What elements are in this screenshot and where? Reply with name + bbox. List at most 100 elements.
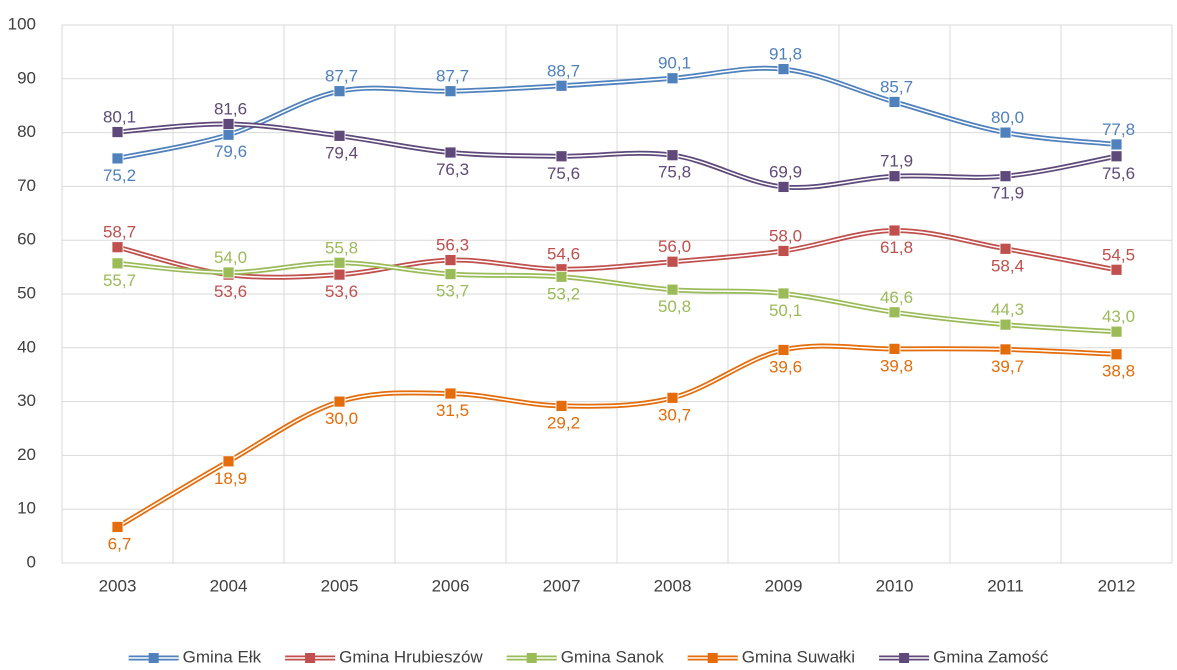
data-label: 61,8 — [880, 238, 913, 257]
marker — [333, 395, 346, 408]
data-label: 30,7 — [658, 405, 691, 424]
marker — [777, 181, 790, 193]
data-label: 80,0 — [991, 108, 1024, 127]
marker — [999, 170, 1012, 183]
marker — [1110, 348, 1123, 361]
marker — [444, 387, 457, 400]
data-label: 46,6 — [880, 288, 913, 307]
marker — [333, 129, 346, 142]
marker — [333, 268, 346, 281]
marker — [111, 152, 124, 165]
data-label: 87,7 — [325, 67, 358, 86]
marker — [666, 283, 679, 296]
marker — [1110, 150, 1123, 163]
marker — [222, 118, 235, 130]
data-label: 58,7 — [103, 223, 136, 242]
marker — [444, 85, 457, 98]
data-label: 58,4 — [991, 256, 1024, 275]
data-label: 87,7 — [436, 67, 469, 86]
marker — [888, 224, 901, 237]
y-tick-label: 70 — [17, 176, 36, 195]
data-label: 53,7 — [436, 282, 469, 301]
x-tick-label: 2004 — [210, 576, 248, 595]
data-label: 6,7 — [108, 534, 132, 553]
series-line-inner — [117, 262, 1117, 333]
marker — [1110, 263, 1123, 276]
marker — [333, 85, 346, 98]
legend-marker — [899, 653, 910, 663]
y-tick-label: 100 — [8, 14, 36, 33]
marker — [666, 149, 679, 162]
y-tick-label: 80 — [17, 122, 36, 141]
data-label: 39,6 — [769, 357, 802, 376]
legend-item: Gmina Hrubieszów — [285, 647, 483, 666]
x-tick-label: 2003 — [99, 576, 137, 595]
data-label: 85,7 — [880, 77, 913, 96]
data-label: 75,6 — [1102, 164, 1135, 183]
data-label: 29,2 — [547, 413, 580, 432]
marker — [666, 391, 679, 404]
data-label: 75,2 — [103, 166, 136, 185]
data-label: 75,6 — [547, 164, 580, 183]
legend-label: Gmina Ełk — [183, 647, 262, 666]
data-label: 44,3 — [991, 300, 1024, 319]
legend-label: Gmina Suwałki — [742, 647, 855, 666]
marker — [888, 342, 901, 355]
marker — [111, 241, 124, 254]
data-label: 80,1 — [103, 108, 136, 127]
data-label: 54,6 — [547, 245, 580, 264]
series-line-inner — [117, 229, 1117, 279]
data-label: 50,1 — [769, 301, 802, 320]
marker — [555, 150, 568, 163]
data-label: 53,6 — [214, 282, 247, 301]
marker — [999, 318, 1012, 331]
y-tick-label: 50 — [17, 283, 36, 302]
marker — [666, 72, 679, 85]
x-tick-label: 2006 — [432, 576, 470, 595]
marker — [444, 254, 457, 267]
data-label: 75,8 — [658, 163, 691, 182]
x-tick-label: 2010 — [876, 576, 914, 595]
data-label: 88,7 — [547, 61, 580, 80]
data-label: 55,7 — [103, 271, 136, 290]
y-tick-label: 20 — [17, 445, 36, 464]
data-label: 54,0 — [214, 248, 247, 267]
marker — [111, 257, 124, 270]
legend-item: Gmina Suwałki — [687, 647, 855, 666]
legend-marker — [707, 653, 718, 663]
legend-label: Gmina Hrubieszów — [339, 647, 483, 666]
data-label: 53,6 — [325, 282, 358, 301]
marker — [555, 400, 568, 412]
x-tick-label: 2009 — [765, 576, 803, 595]
series-line-inner — [117, 123, 1117, 189]
data-label: 56,3 — [436, 236, 469, 255]
marker — [777, 344, 790, 356]
marker — [1110, 325, 1123, 338]
data-label: 76,3 — [436, 160, 469, 179]
data-label: 50,8 — [658, 297, 691, 316]
data-label: 31,5 — [436, 401, 469, 420]
data-label: 55,8 — [325, 238, 358, 257]
data-label: 56,0 — [658, 237, 691, 256]
marker — [1110, 138, 1123, 151]
data-label: 43,0 — [1102, 307, 1135, 326]
data-label: 91,8 — [769, 45, 802, 64]
legend-label: Gmina Zamość — [933, 647, 1049, 666]
data-label: 39,7 — [991, 357, 1024, 376]
data-label: 71,9 — [991, 184, 1024, 203]
marker — [111, 126, 124, 138]
x-tick-label: 2012 — [1098, 576, 1136, 595]
legend-marker — [148, 653, 159, 663]
marker — [888, 170, 901, 183]
data-label: 38,8 — [1102, 362, 1135, 381]
data-label: 79,4 — [325, 143, 358, 162]
data-label: 79,6 — [214, 142, 247, 161]
x-tick-label: 2005 — [321, 576, 359, 595]
y-tick-label: 60 — [17, 230, 36, 249]
legend-label: Gmina Sanok — [561, 647, 664, 666]
marker — [222, 455, 235, 468]
marker — [555, 79, 568, 92]
marker — [444, 268, 457, 280]
data-label: 90,1 — [658, 54, 691, 73]
